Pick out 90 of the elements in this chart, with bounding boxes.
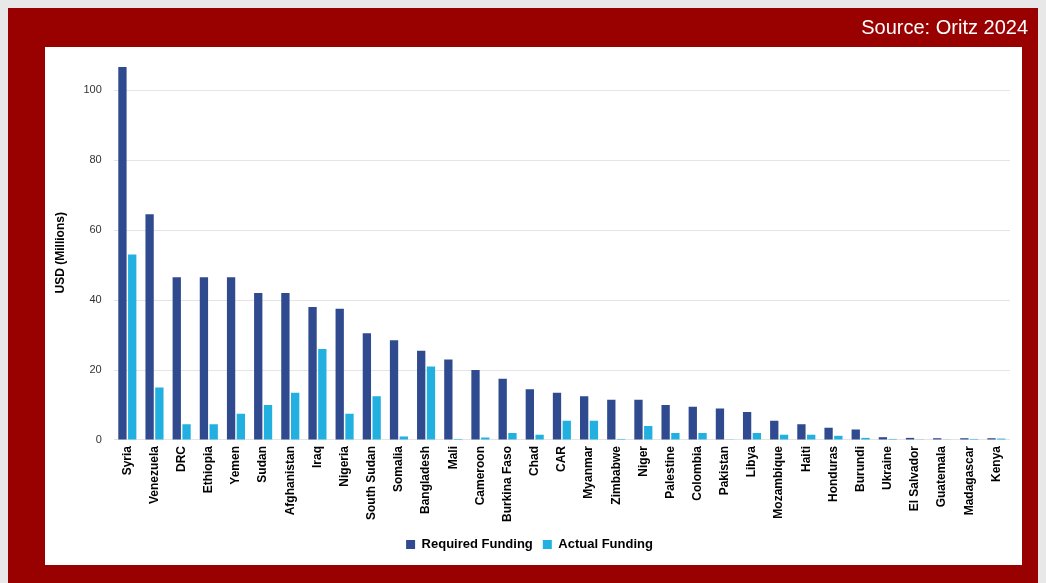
bar <box>372 396 381 440</box>
x-tick-label: Bangladesh <box>418 445 433 514</box>
x-tick-label: Pakistan <box>717 445 732 496</box>
bar <box>226 277 236 440</box>
x-tick-label: Cameroon <box>472 445 487 506</box>
bar <box>525 389 534 440</box>
bar <box>661 404 670 440</box>
y-tick-label: 40 <box>89 293 102 306</box>
bar <box>634 399 643 440</box>
x-tick-label: Chad <box>527 445 542 476</box>
bar <box>851 429 860 440</box>
bar <box>715 408 725 440</box>
bar <box>562 420 571 440</box>
x-tick-label: Ukraine <box>880 445 895 491</box>
x-tick-label: Haiti <box>798 445 813 472</box>
x-tick-label: Myanmar <box>581 445 596 499</box>
x-tick-label: Kenya <box>988 445 1003 483</box>
x-tick-label: Madagascar <box>961 445 976 516</box>
x-tick-label: Nigeria <box>336 445 351 487</box>
bar <box>417 350 426 440</box>
bar <box>291 392 300 440</box>
x-tick-label: El Salvador <box>907 445 922 512</box>
x-tick-label: Venezuela <box>146 445 161 505</box>
x-tick-label: Niger <box>635 445 650 477</box>
x-tick-label: Burkina Faso <box>499 445 514 523</box>
y-tick-label: 100 <box>83 83 102 96</box>
source-note: Source: Oritz 2024 <box>861 16 1028 39</box>
x-tick-label: Sudan <box>255 445 270 483</box>
y-tick-label: 0 <box>95 433 102 446</box>
x-tick-label: Guatemala <box>934 445 949 508</box>
bar <box>552 392 562 440</box>
y-tick-label: 60 <box>89 223 102 236</box>
y-tick-label: 20 <box>89 363 102 376</box>
bar <box>770 420 779 440</box>
bar <box>345 413 354 440</box>
bar <box>182 424 191 440</box>
bar <box>236 413 246 440</box>
bar <box>118 67 127 440</box>
bar <box>498 378 507 440</box>
bar <box>335 308 344 440</box>
bar <box>698 432 707 440</box>
x-tick-label: Yemen <box>228 445 243 485</box>
bar <box>318 349 327 440</box>
bar <box>199 277 209 440</box>
bar <box>444 359 453 440</box>
x-tick-label: Iraq <box>309 445 324 468</box>
bar <box>471 370 480 440</box>
bar <box>389 340 399 440</box>
bar <box>281 293 290 440</box>
x-tick-label: Colombia <box>689 445 704 501</box>
y-tick-label: 80 <box>89 153 102 166</box>
x-tick-label: Zimbabwe <box>608 445 623 505</box>
bar <box>688 406 697 440</box>
bar <box>128 254 137 440</box>
bar <box>671 432 680 440</box>
bar <box>607 399 616 440</box>
bar <box>797 424 806 440</box>
x-tick-label: Ethiopia <box>201 445 216 494</box>
bar <box>254 293 263 440</box>
legend-label: Actual Funding <box>558 536 653 552</box>
x-tick-label: Syria <box>119 445 134 476</box>
bar <box>426 366 436 440</box>
bar <box>742 411 752 440</box>
bar <box>263 404 273 440</box>
x-tick-label: Afghanistan <box>282 445 297 516</box>
x-tick-label: Honduras <box>825 445 840 502</box>
x-tick-label: Burundi <box>852 445 867 492</box>
bar <box>362 333 372 440</box>
bar <box>579 396 589 440</box>
bar <box>824 427 833 440</box>
bar <box>308 307 317 440</box>
bar <box>589 420 599 440</box>
x-tick-label: Somalia <box>391 445 406 493</box>
bar <box>155 387 164 440</box>
bar <box>209 424 218 440</box>
bar <box>508 432 517 440</box>
y-axis-title: USD (Millions) <box>52 212 67 294</box>
x-tick-label: DRC <box>173 445 188 472</box>
x-tick-label: Mali <box>445 445 460 470</box>
bar <box>145 214 154 440</box>
bar <box>644 425 653 440</box>
bar <box>172 277 181 440</box>
legend-label: Required Funding <box>421 536 533 552</box>
x-tick-label: South Sudan <box>364 445 379 520</box>
x-tick-label: Mozambique <box>771 445 786 519</box>
x-tick-label: CAR <box>554 445 569 472</box>
x-tick-label: Libya <box>744 445 759 478</box>
x-tick-label: Palestine <box>662 445 677 499</box>
bar <box>399 436 408 440</box>
bar <box>535 434 544 440</box>
